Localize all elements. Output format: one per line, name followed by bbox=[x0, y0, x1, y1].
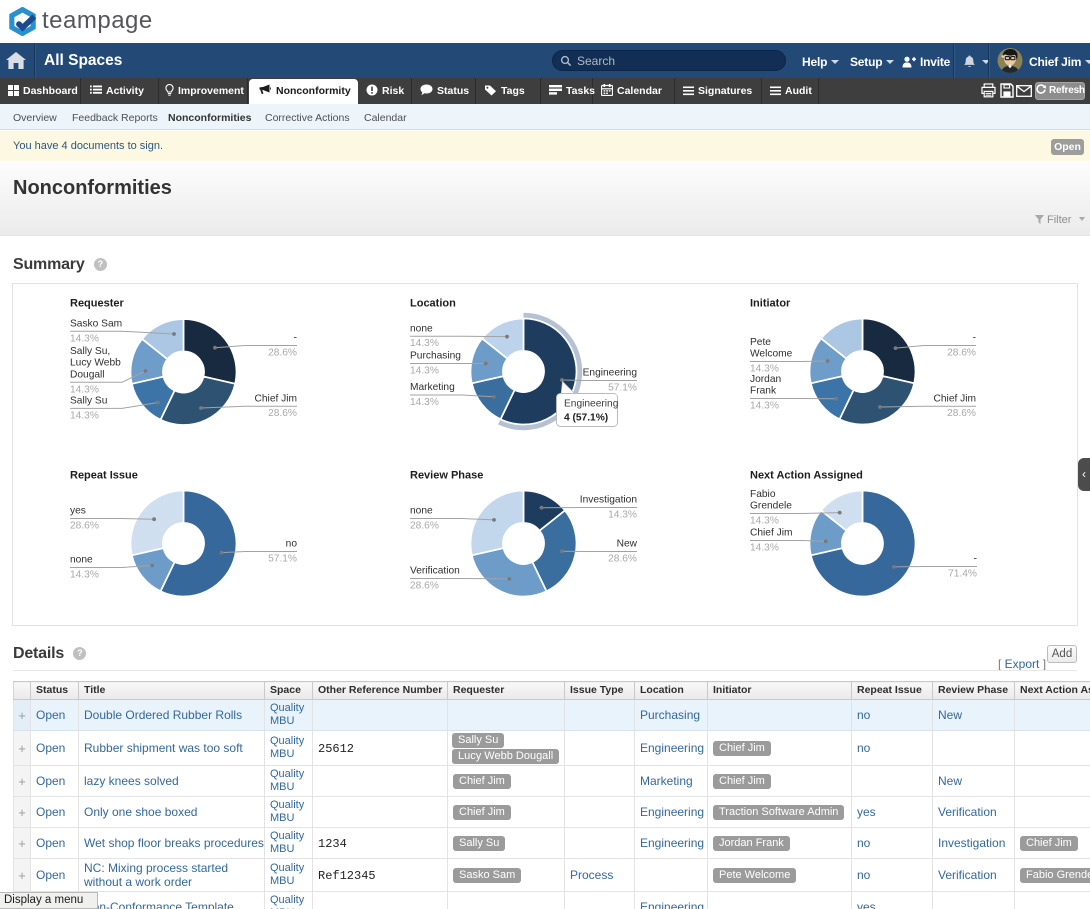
svg-text:Pete: Pete bbox=[750, 337, 771, 348]
svg-text:28.6%: 28.6% bbox=[268, 348, 297, 359]
svg-text:Engineering: Engineering bbox=[564, 399, 619, 410]
svg-text:14.3%: 14.3% bbox=[608, 510, 637, 521]
svg-text:-: - bbox=[973, 333, 976, 344]
svg-text:Purchasing: Purchasing bbox=[410, 351, 461, 362]
svg-text:Next Action Assigned: Next Action Assigned bbox=[750, 470, 863, 482]
svg-text:none: none bbox=[410, 323, 433, 334]
svg-text:57.1%: 57.1% bbox=[268, 554, 297, 565]
svg-text:New: New bbox=[617, 539, 638, 550]
svg-text:28.6%: 28.6% bbox=[268, 408, 297, 419]
svg-text:Location: Location bbox=[410, 298, 456, 310]
svg-text:28.6%: 28.6% bbox=[410, 521, 439, 532]
svg-text:Lucy Webb: Lucy Webb bbox=[70, 358, 121, 369]
svg-text:14.3%: 14.3% bbox=[70, 410, 99, 421]
svg-text:Chief Jim: Chief Jim bbox=[255, 393, 297, 404]
svg-text:Sally Su,: Sally Su, bbox=[70, 346, 110, 357]
svg-text:Jordan: Jordan bbox=[750, 374, 781, 385]
svg-text:Chief Jim: Chief Jim bbox=[750, 528, 792, 539]
svg-text:no: no bbox=[286, 539, 298, 550]
svg-text:14.3%: 14.3% bbox=[410, 397, 439, 408]
svg-text:14.3%: 14.3% bbox=[70, 570, 99, 581]
svg-text:28.6%: 28.6% bbox=[947, 348, 976, 359]
svg-text:Engineering: Engineering bbox=[583, 368, 638, 379]
svg-text:14.3%: 14.3% bbox=[410, 338, 439, 349]
svg-text:Sasko Sam: Sasko Sam bbox=[70, 319, 122, 330]
svg-text:Dougall: Dougall bbox=[70, 370, 105, 381]
svg-text:28.6%: 28.6% bbox=[410, 581, 439, 592]
svg-text:28.6%: 28.6% bbox=[608, 554, 637, 565]
svg-text:Verification: Verification bbox=[410, 566, 460, 577]
svg-text:Frank: Frank bbox=[750, 386, 777, 397]
svg-text:14.3%: 14.3% bbox=[750, 516, 779, 527]
svg-text:Marketing: Marketing bbox=[410, 382, 455, 393]
svg-text:-: - bbox=[294, 333, 297, 344]
svg-text:none: none bbox=[70, 555, 93, 566]
svg-text:14.3%: 14.3% bbox=[750, 543, 779, 554]
svg-text:14.3%: 14.3% bbox=[70, 384, 99, 395]
svg-text:57.1%: 57.1% bbox=[608, 383, 637, 394]
svg-text:71.4%: 71.4% bbox=[948, 569, 977, 580]
svg-text:Initiator: Initiator bbox=[750, 298, 791, 310]
svg-text:Fabio: Fabio bbox=[750, 489, 776, 500]
svg-text:Investigation: Investigation bbox=[580, 495, 637, 506]
svg-text:-: - bbox=[974, 554, 977, 565]
svg-text:28.6%: 28.6% bbox=[947, 408, 976, 419]
svg-text:Requester: Requester bbox=[70, 298, 125, 310]
svg-text:4 (57.1%): 4 (57.1%) bbox=[564, 413, 608, 424]
svg-text:Grendele: Grendele bbox=[750, 501, 792, 512]
svg-text:none: none bbox=[410, 506, 433, 517]
svg-text:Chief Jim: Chief Jim bbox=[934, 393, 976, 404]
svg-text:Review Phase: Review Phase bbox=[410, 470, 483, 482]
svg-text:14.3%: 14.3% bbox=[750, 364, 779, 375]
svg-text:Sally Su: Sally Su bbox=[70, 396, 107, 407]
svg-text:14.3%: 14.3% bbox=[750, 401, 779, 412]
svg-text:Welcome: Welcome bbox=[750, 349, 793, 360]
svg-text:yes: yes bbox=[70, 506, 86, 517]
svg-text:14.3%: 14.3% bbox=[70, 333, 99, 344]
svg-text:28.6%: 28.6% bbox=[70, 521, 99, 532]
svg-text:Repeat Issue: Repeat Issue bbox=[70, 470, 138, 482]
svg-text:14.3%: 14.3% bbox=[410, 366, 439, 377]
